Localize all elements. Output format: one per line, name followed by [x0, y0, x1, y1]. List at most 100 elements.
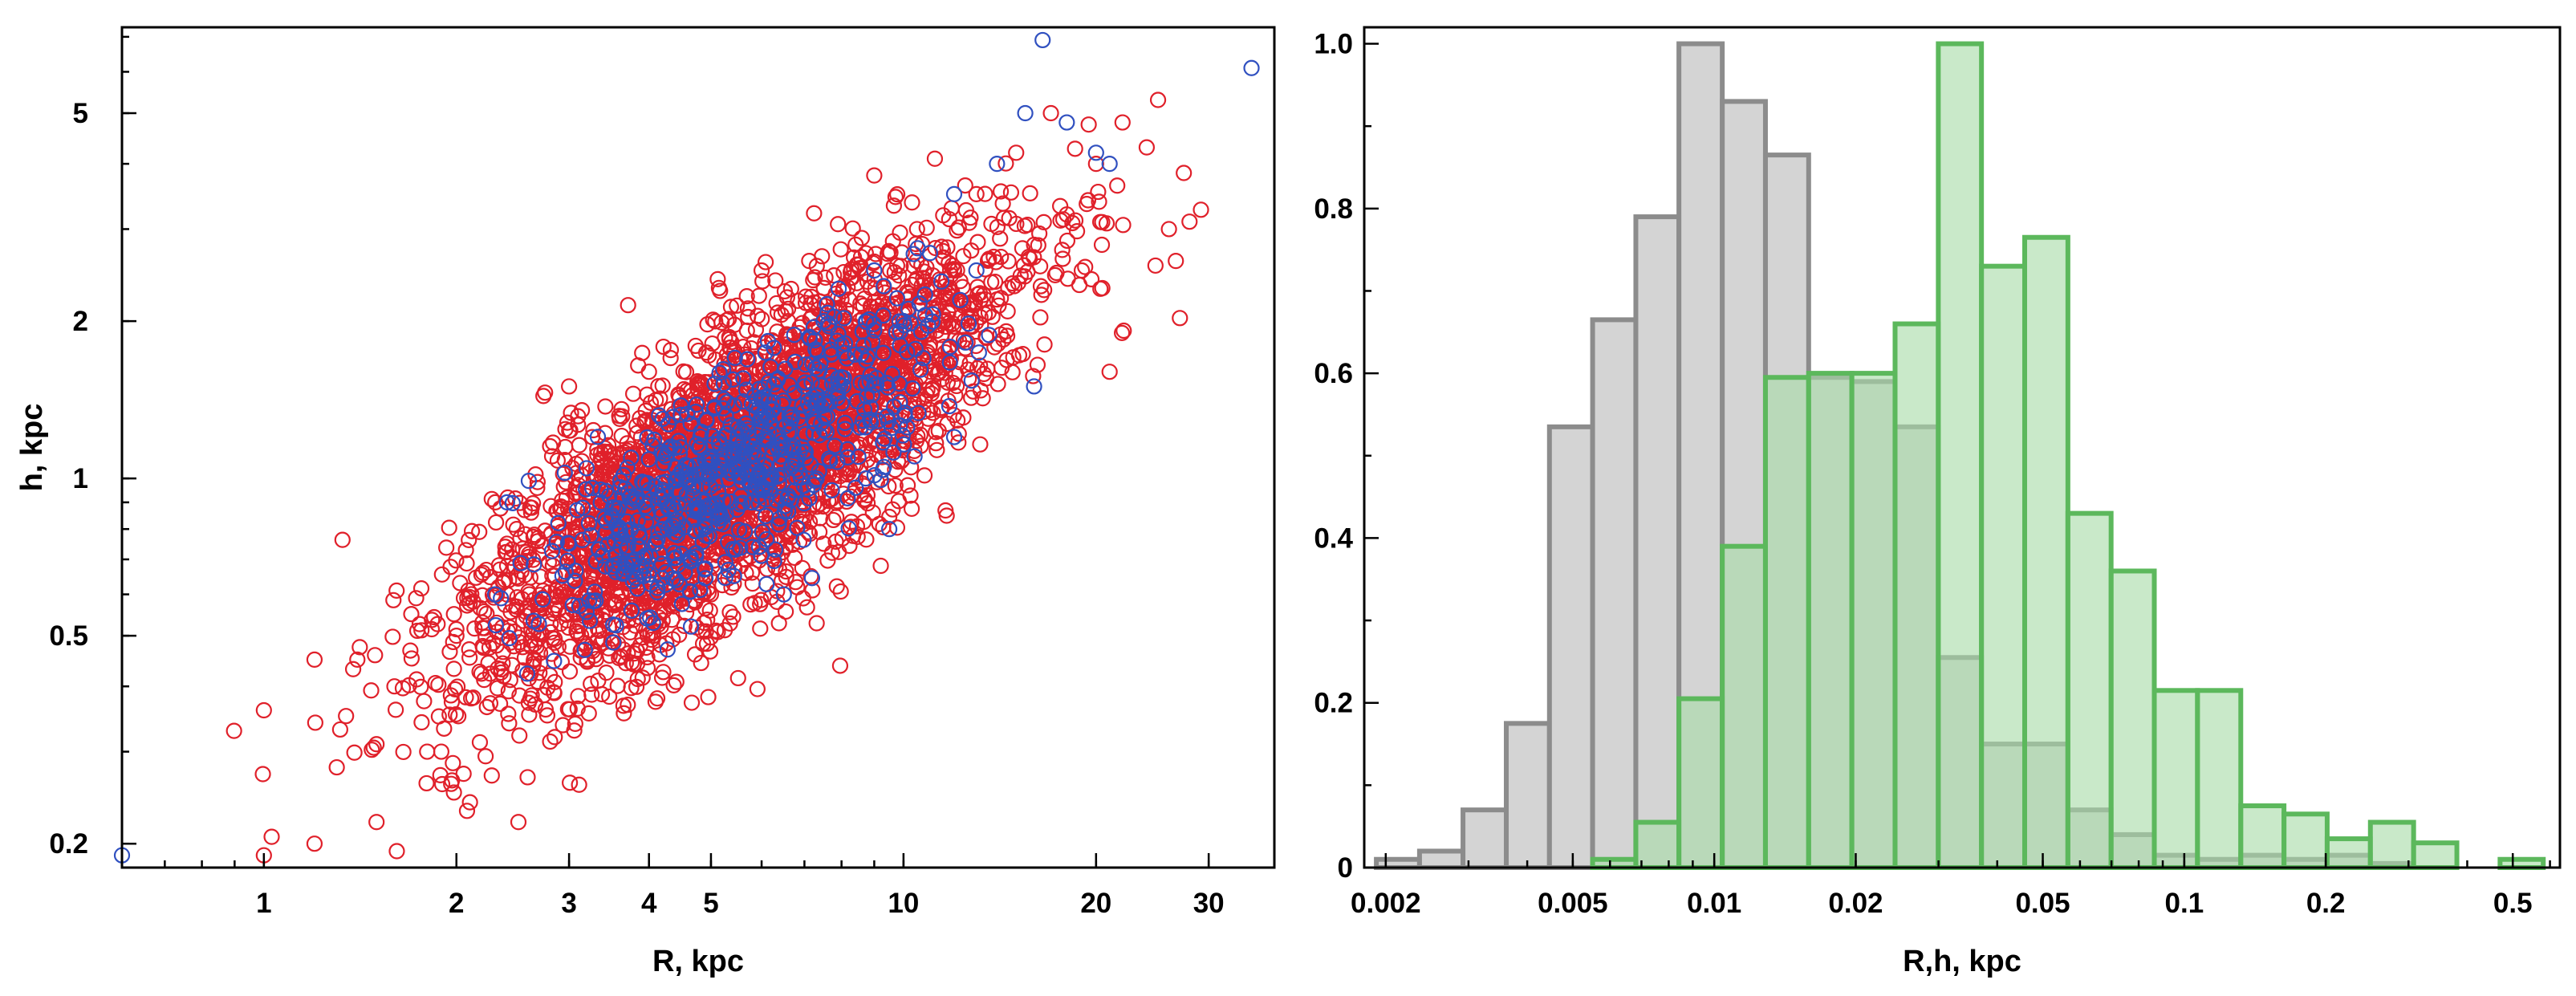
scatter-point [688, 457, 705, 474]
scatter-point [963, 389, 980, 406]
scatter-point [653, 669, 671, 686]
scatter-point [338, 708, 355, 725]
scatter-point [550, 514, 567, 531]
scatter-point [665, 677, 682, 693]
green-histogram-bar [1676, 696, 1725, 871]
scatter-point [921, 245, 938, 262]
scatter-point [526, 526, 542, 543]
scatter-point [581, 612, 599, 629]
scatter-point [872, 557, 889, 575]
scatter-point [672, 439, 689, 456]
scatter-point [729, 429, 746, 445]
scatter-point [957, 334, 974, 351]
scatter-point [543, 543, 561, 559]
scatter-point [583, 527, 599, 544]
scatter-point [697, 560, 714, 577]
scatter-point [700, 689, 717, 705]
scatter-point [836, 414, 854, 432]
scatter-point [627, 490, 644, 506]
scatter-point [458, 803, 476, 819]
scatter-point [725, 371, 742, 388]
scatter-point [575, 499, 591, 516]
scatter-point [741, 474, 758, 490]
scatter-point [715, 391, 733, 408]
scatter-point [729, 669, 746, 687]
scatter-point [778, 289, 795, 306]
scatter-point [607, 575, 624, 592]
scatter-point [553, 653, 571, 670]
scatter-point [620, 297, 636, 314]
x-tick-label: 10 [888, 888, 919, 919]
scatter-point [656, 454, 672, 472]
scatter-point [785, 437, 802, 455]
scatter-point [1025, 368, 1042, 384]
scatter-point [1073, 262, 1091, 279]
scatter-point [657, 576, 674, 593]
x-tick-label: 0.1 [2165, 888, 2204, 919]
scatter-point [955, 248, 972, 265]
scatter-point [871, 302, 888, 319]
scatter-point [670, 433, 687, 449]
scatter-point [876, 441, 893, 458]
scatter-point [840, 520, 857, 537]
scatter-point [450, 708, 467, 725]
scatter-point [764, 551, 781, 567]
scatter-point [562, 638, 579, 655]
scatter-point [808, 470, 825, 487]
scatter-point [972, 436, 989, 453]
scatter-point [757, 344, 774, 361]
scatter-point [601, 688, 618, 705]
scatter-point [1004, 275, 1021, 292]
scatter-point [742, 596, 759, 613]
green-histogram-bar [2238, 803, 2287, 870]
scatter-point [952, 291, 969, 308]
scatter-point [1193, 201, 1209, 218]
scatter-point [786, 482, 803, 499]
scatter-point [786, 327, 802, 344]
scatter-point [830, 325, 847, 343]
scatter-point [819, 295, 835, 313]
scatter-point [895, 313, 912, 330]
scatter-point [521, 706, 538, 723]
scatter-point [825, 511, 842, 529]
scatter-point [609, 677, 626, 694]
scatter-point [587, 583, 603, 600]
scatter-point [364, 742, 380, 758]
scatter-point [570, 408, 587, 425]
scatter-point [1083, 270, 1100, 288]
scatter-point [463, 522, 481, 539]
scatter-point [855, 337, 872, 354]
scatter-point [510, 570, 526, 587]
scatter-point [828, 332, 846, 349]
scatter-point [786, 453, 804, 470]
scatter-point [808, 615, 825, 632]
histogram-y-axis: 0 0.2 0.4 0.6 0.8 1.0 [1314, 29, 1379, 884]
scatter-point [481, 639, 498, 656]
scatter-point [693, 477, 711, 494]
scatter-point [1054, 250, 1071, 267]
scatter-point [727, 461, 744, 478]
green-histogram-bar [2281, 811, 2330, 871]
scatter-point [968, 185, 985, 202]
scatter-point [755, 431, 772, 448]
scatter-point [997, 155, 1014, 172]
scatter-point [861, 373, 878, 390]
scatter-point [622, 624, 639, 640]
scatter-point [583, 429, 601, 445]
scatter-point [941, 339, 959, 356]
scatter-point [1093, 236, 1111, 254]
scatter-point [569, 700, 586, 717]
scatter-point [907, 340, 924, 357]
scatter-point [478, 605, 495, 622]
scatter-point [904, 276, 920, 293]
scatter-point [960, 315, 977, 332]
scatter-point [587, 612, 603, 628]
scatter-point [717, 407, 734, 424]
y-tick-label: 0.2 [49, 828, 88, 860]
scatter-point [418, 774, 435, 792]
scatter-point [226, 722, 242, 739]
green-histogram-bar [2108, 568, 2157, 870]
scatter-point [498, 535, 515, 552]
scatter-point [875, 344, 892, 361]
scatter-point [697, 527, 714, 544]
